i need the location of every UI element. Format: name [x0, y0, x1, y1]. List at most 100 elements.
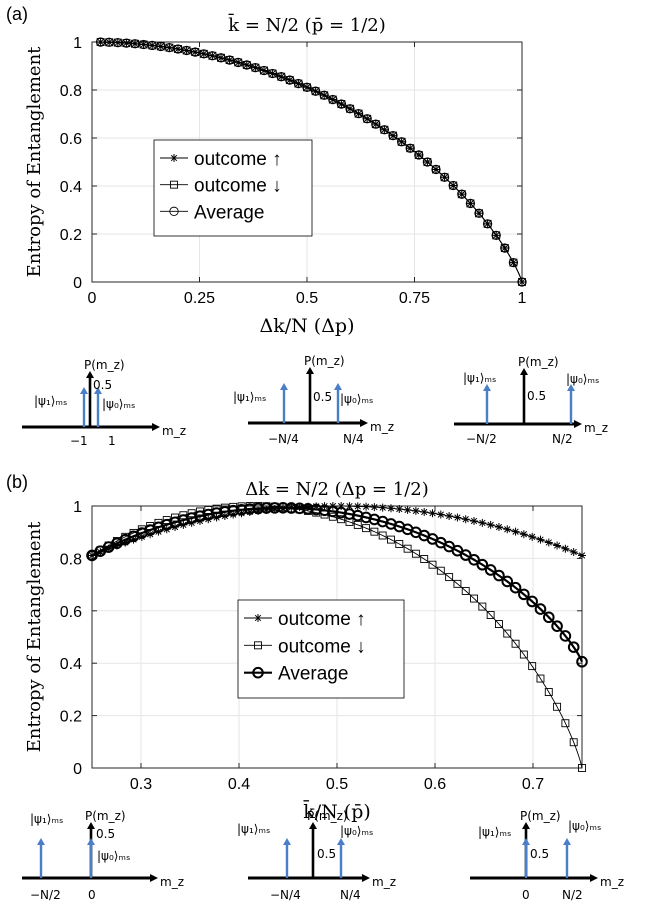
- data-point-star: [511, 527, 520, 536]
- data-point-circle: [371, 119, 381, 129]
- mz-axis-label: m_z: [372, 875, 396, 889]
- legend-marker-star: [170, 154, 178, 162]
- data-point-square: [428, 560, 437, 569]
- data-point-circle: [405, 143, 415, 153]
- data-point-square: [544, 688, 553, 696]
- left-position-label: −N/2: [466, 432, 497, 446]
- data-point-square: [457, 190, 466, 199]
- y-tick-label: 0.8: [60, 83, 82, 100]
- data-point-square: [486, 611, 495, 619]
- data-point-circle: [500, 243, 510, 253]
- data-point-circle: [567, 641, 580, 653]
- y-axis-label: Entropy of Entanglement: [24, 46, 45, 278]
- data-point-circle: [491, 230, 501, 240]
- data-point-circle: [465, 198, 476, 209]
- data-point-square: [191, 48, 200, 57]
- data-point-square: [217, 53, 225, 62]
- data-point-square: [354, 109, 363, 118]
- psi1-arrow-head: [522, 838, 530, 845]
- data-point-star: [237, 509, 246, 518]
- data-point-square: [492, 231, 501, 240]
- chart-title: Δk = N/2 (Δp = 1/2): [245, 479, 428, 500]
- x-tick-label: 0.5: [296, 290, 318, 307]
- legend-marker-star: [254, 614, 262, 622]
- half-tick-label: 0.5: [93, 378, 112, 392]
- inset-diagram-2: P(m_z) 0.5 m_z |ψ₁⟩ₘₛ |ψ₀⟩ₘₛ −N/4 N/4: [233, 354, 394, 446]
- data-point-circle: [517, 277, 527, 287]
- data-point-star: [411, 506, 420, 515]
- left-position-label: −N/4: [268, 432, 299, 446]
- data-point-square: [411, 549, 420, 558]
- data-point-circle: [379, 125, 390, 135]
- mz-axis-label: m_z: [160, 875, 184, 889]
- data-point-star: [420, 508, 429, 517]
- data-point-star: [386, 504, 395, 513]
- x-axis-label: k̄/N (p̄): [303, 799, 371, 823]
- inset-diagram-1: P(m_z) 0.5 m_z |ψ₁⟩ₘₛ |ψ₀⟩ₘₛ −1 1: [22, 358, 186, 448]
- x-tick-label: 0.4: [228, 776, 250, 793]
- probability-axis-head: [309, 822, 317, 829]
- data-point-star: [561, 544, 570, 553]
- right-position-label: N/2: [552, 432, 573, 446]
- data-point-star: [353, 502, 362, 511]
- data-point-square: [436, 566, 445, 575]
- data-point-square: [378, 531, 387, 540]
- data-point-star: [337, 502, 346, 511]
- data-point-circle: [414, 150, 424, 160]
- data-point-circle: [388, 130, 398, 141]
- x-tick-label: 0: [88, 290, 97, 307]
- data-point-square: [182, 46, 191, 55]
- data-point-circle: [207, 51, 218, 61]
- data-point-star: [553, 541, 562, 550]
- data-point-circle: [327, 505, 339, 518]
- data-point-circle: [345, 104, 355, 114]
- data-point-square: [251, 63, 260, 72]
- mz-axis-head: [362, 874, 370, 882]
- data-point-circle: [242, 60, 252, 70]
- data-point-square: [423, 158, 432, 166]
- legend-marker-circle: [252, 666, 264, 679]
- data-point-square: [500, 244, 509, 253]
- data-point-star: [345, 502, 354, 511]
- chart-a: outcome ↑ outcome ↓ Average: [91, 37, 527, 287]
- psi1-ket-label: |ψ₁⟩ₘₛ: [30, 812, 63, 826]
- data-point-square: [303, 83, 311, 92]
- psi0-ket-label: |ψ₀⟩ₘₛ: [340, 824, 373, 838]
- mz-axis-label: m_z: [600, 875, 624, 889]
- mz-axis-head: [574, 420, 582, 428]
- data-point-square: [380, 125, 389, 134]
- data-point-square: [389, 131, 397, 140]
- legend-marker-circle: [169, 206, 179, 216]
- data-point-square: [225, 56, 234, 64]
- legend-label: outcome ↑: [278, 609, 366, 630]
- data-point-star: [503, 525, 512, 534]
- data-point-square: [406, 144, 415, 153]
- data-point-square: [294, 79, 303, 88]
- y-tick-label: 0: [73, 761, 82, 778]
- right-position-label: N/4: [343, 432, 364, 446]
- series-circle: [95, 37, 527, 287]
- data-point-circle: [518, 588, 530, 601]
- chart-b: outcome ↑ outcome ↓ Average: [86, 502, 588, 772]
- probability-axis-head: [520, 368, 528, 375]
- data-point-circle: [335, 506, 347, 519]
- legend-label: Average: [194, 202, 264, 223]
- data-point-circle: [353, 108, 364, 119]
- data-point-square: [475, 209, 483, 218]
- probability-label: P(m_z): [518, 355, 559, 369]
- data-point-circle: [233, 57, 243, 68]
- data-point-circle: [396, 137, 407, 147]
- data-point-square: [414, 151, 423, 159]
- psi1-arrow-head: [283, 838, 291, 845]
- inset-diagram-4: P(m_z) 0.5 m_z |ψ₁⟩ₘₛ |ψ₀⟩ₘₛ −N/2 0: [22, 809, 184, 902]
- data-point-square: [320, 91, 329, 100]
- data-point-circle: [310, 86, 321, 96]
- data-point-circle: [285, 502, 298, 514]
- data-point-star: [436, 510, 445, 519]
- data-point-circle: [431, 164, 441, 175]
- data-point-circle: [260, 502, 273, 514]
- data-point-square: [174, 45, 182, 53]
- data-point-square: [371, 120, 380, 129]
- left-position-label: −N/4: [270, 888, 301, 902]
- data-point-circle: [199, 49, 209, 59]
